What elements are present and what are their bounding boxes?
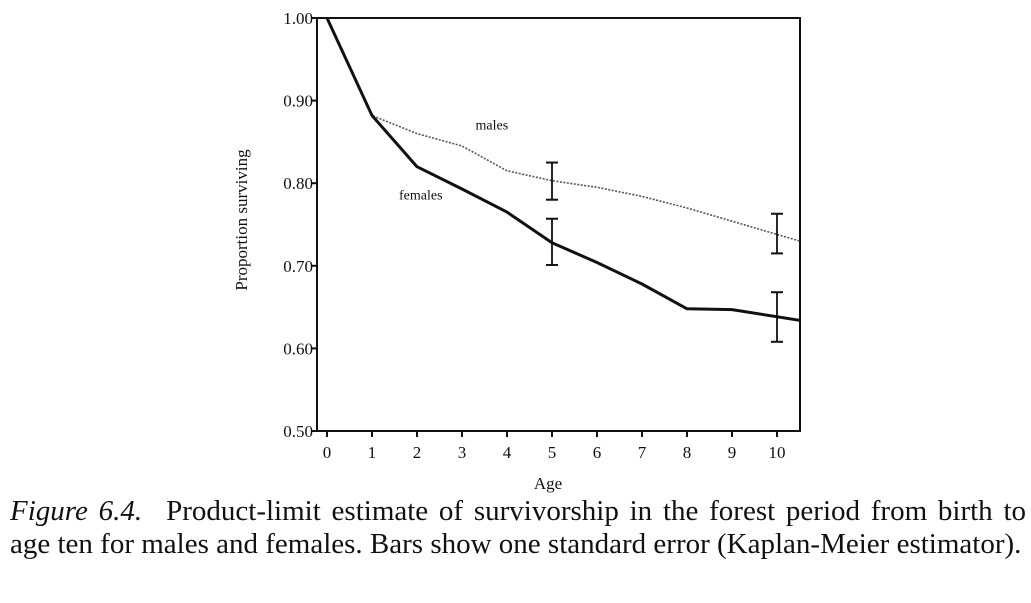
figure-label: Figure 6.4.: [10, 495, 143, 527]
x-tick-label: 10: [769, 443, 786, 462]
x-axis-ticks: 0 1 2 3 4 5 6 7 8 9 10: [323, 431, 786, 462]
x-tick-label: 3: [458, 443, 467, 462]
y-axis-label: Proportion surviving: [232, 149, 251, 291]
series-label-females: females: [399, 189, 443, 204]
x-tick-label: 4: [503, 443, 512, 462]
x-tick-label: 5: [548, 443, 557, 462]
error-bar-females: [771, 291, 783, 343]
x-tick-label: 2: [413, 443, 422, 462]
figure-caption: Figure 6.4. Product-limit estimate of sur…: [10, 495, 1026, 561]
series-lines: [325, 17, 800, 322]
error-bar-males: [546, 161, 558, 201]
y-tick-label: 0.60: [283, 339, 313, 358]
plot-border: [316, 17, 801, 432]
plot-frame: [316, 17, 801, 432]
y-tick-label: 0.70: [283, 257, 313, 276]
x-tick-label: 7: [638, 443, 647, 462]
x-axis-label: Age: [534, 474, 562, 493]
error-bar-females: [546, 217, 558, 266]
series-line-males: [326, 17, 800, 242]
x-tick-label: 8: [683, 443, 692, 462]
y-tick-label: 1.00: [283, 9, 313, 28]
y-tick-label: 0.80: [283, 174, 313, 193]
y-tick-label: 0.50: [283, 422, 313, 441]
error-bar-males: [771, 212, 783, 255]
y-axis-ticks: 0.50 0.60 0.70 0.80 0.90 1.00: [283, 9, 317, 441]
series-label-males: males: [476, 119, 509, 134]
survivorship-chart: 0.50 0.60 0.70 0.80 0.90 1.00 0 1 2 3 4 5 6 7 8 9 10 ma…: [232, 9, 801, 493]
series-line-females: [325, 17, 800, 322]
caption-text: Product-limit estimate of survivorship i…: [10, 495, 1026, 560]
x-tick-label: 1: [368, 443, 377, 462]
x-tick-label: 0: [323, 443, 332, 462]
y-tick-label: 0.90: [283, 92, 313, 111]
series-annotations: males females: [399, 119, 508, 204]
x-tick-label: 9: [728, 443, 737, 462]
error-bars: [546, 161, 783, 343]
x-tick-label: 6: [593, 443, 602, 462]
